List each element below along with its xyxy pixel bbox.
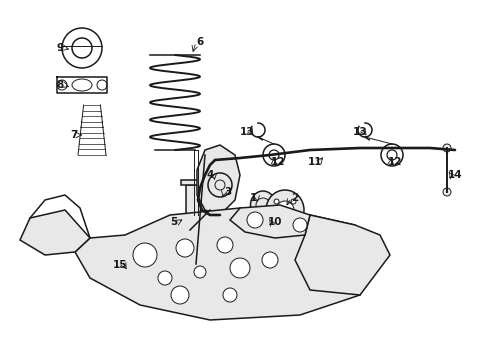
Circle shape <box>223 288 237 302</box>
Circle shape <box>443 188 451 196</box>
Ellipse shape <box>250 191 275 219</box>
Polygon shape <box>75 208 380 320</box>
Polygon shape <box>20 210 90 255</box>
Text: 12: 12 <box>388 157 402 167</box>
FancyBboxPatch shape <box>186 185 206 250</box>
Text: 9: 9 <box>56 43 64 53</box>
Text: 14: 14 <box>448 170 462 180</box>
Text: 4: 4 <box>206 170 214 180</box>
Circle shape <box>171 286 189 304</box>
Text: 8: 8 <box>56 80 64 90</box>
Ellipse shape <box>176 246 216 264</box>
Circle shape <box>443 144 451 152</box>
Polygon shape <box>230 205 310 238</box>
Circle shape <box>262 252 278 268</box>
Ellipse shape <box>266 190 304 230</box>
Text: 6: 6 <box>196 37 204 47</box>
Circle shape <box>194 266 206 278</box>
Text: 13: 13 <box>240 127 254 137</box>
Text: 7: 7 <box>70 130 78 140</box>
Text: 5: 5 <box>171 217 177 227</box>
Text: 3: 3 <box>224 187 232 197</box>
Circle shape <box>158 271 172 285</box>
Circle shape <box>247 212 263 228</box>
Text: 12: 12 <box>271 157 285 167</box>
Text: 15: 15 <box>113 260 127 270</box>
Circle shape <box>293 218 307 232</box>
Text: 1: 1 <box>249 193 257 203</box>
Text: 13: 13 <box>353 127 367 137</box>
Text: 10: 10 <box>268 217 282 227</box>
Circle shape <box>274 199 279 204</box>
Circle shape <box>274 216 279 221</box>
Ellipse shape <box>276 201 294 219</box>
Polygon shape <box>197 145 240 215</box>
Circle shape <box>176 239 194 257</box>
Circle shape <box>230 258 250 278</box>
Circle shape <box>291 216 296 221</box>
Circle shape <box>291 199 296 204</box>
Circle shape <box>133 243 157 267</box>
Circle shape <box>217 237 233 253</box>
Text: 2: 2 <box>292 193 298 203</box>
Text: 11: 11 <box>308 157 322 167</box>
FancyBboxPatch shape <box>181 180 211 185</box>
Polygon shape <box>295 215 390 295</box>
